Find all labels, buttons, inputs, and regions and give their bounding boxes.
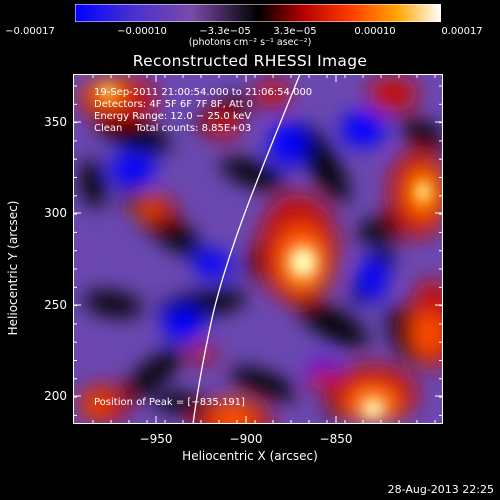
info-energy-range: Energy Range: 12.0 − 25.0 keV — [94, 111, 252, 122]
colorbar-tick-label: −0.00017 — [5, 26, 55, 37]
intensity-blob — [121, 346, 185, 402]
colorbar-unit-label: (photons cm⁻² s⁻¹ asec⁻²) — [188, 37, 312, 48]
info-detectors: Detectors: 4F 5F 6F 7F 8F, Att 0 — [94, 99, 254, 110]
intensity-blob — [163, 308, 203, 340]
intensity-blob — [219, 157, 287, 191]
x-tick-label: −900 — [229, 432, 263, 446]
y-tick-label: 350 — [44, 115, 67, 129]
intensity-blob — [387, 305, 419, 363]
intensity-blob — [359, 259, 387, 299]
x-tick-label: −950 — [139, 432, 173, 446]
intensity-blob — [111, 153, 155, 185]
info-total-counts: Clean Total counts: 8.85E+03 — [94, 123, 252, 134]
intensity-blob — [270, 122, 306, 166]
y-tick-label: 300 — [44, 206, 67, 220]
intensity-blob — [229, 367, 297, 401]
peak-position-label: Position of Peak = [−835,191] — [94, 397, 245, 408]
intensity-blob — [102, 88, 114, 96]
intensity-blob — [309, 367, 337, 391]
intensity-blob — [211, 403, 255, 424]
y-axis-label: Heliocentric Y (arcsec) — [6, 201, 20, 336]
colorbar — [75, 4, 441, 22]
colorbar-tick-label: −0.00010 — [117, 26, 167, 37]
colorbar-tick-label: 0.00017 — [441, 26, 483, 37]
intensity-blob — [153, 392, 213, 416]
intensity-blob — [413, 312, 443, 356]
intensity-blob — [205, 110, 241, 138]
intensity-blob — [400, 117, 443, 151]
y-tick-label: 200 — [44, 389, 67, 403]
y-tick-label: 250 — [44, 298, 67, 312]
intensity-blob — [95, 115, 171, 153]
x-axis-label: Heliocentric X (arcsec) — [182, 449, 318, 463]
intensity-blob — [293, 250, 313, 274]
intensity-blob — [418, 183, 428, 201]
colorbar-tick-label: 0.00010 — [354, 26, 396, 37]
intensity-blob — [297, 124, 349, 204]
info-time-range: 19-Sep-2011 21:00:54.000 to 21:06:54.000 — [94, 87, 313, 98]
intensity-blob — [195, 250, 231, 278]
solar-limb-line — [192, 74, 301, 424]
rhessi-image — [73, 74, 443, 424]
intensity-blob — [255, 80, 291, 108]
intensity-blob — [83, 291, 143, 317]
colorbar-tick-label: −3.3e−05 — [199, 26, 251, 37]
intensity-blob — [86, 394, 110, 414]
x-tick-label: −850 — [319, 432, 353, 446]
intensity-blob — [297, 300, 369, 348]
y-axis-label-text: Heliocentric Y (arcsec) — [6, 200, 20, 336]
intensity-blob — [191, 344, 215, 364]
intensity-blob — [365, 402, 381, 416]
colorbar-tick-label: 3.3e−05 — [273, 26, 317, 37]
intensity-blob — [136, 201, 160, 217]
intensity-blob — [368, 76, 418, 112]
plot-title: Reconstructed RHESSI Image — [132, 52, 368, 70]
intensity-blob — [80, 159, 106, 209]
intensity-blob — [341, 111, 385, 147]
footer-timestamp: 28-Aug-2013 22:25 — [387, 483, 494, 496]
